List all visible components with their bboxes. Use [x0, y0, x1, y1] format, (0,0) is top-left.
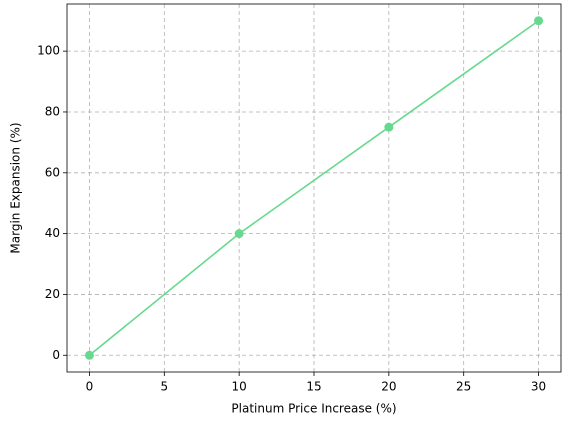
x-tick-label: 30 [531, 380, 546, 394]
y-tick-label: 0 [52, 348, 60, 362]
marker [384, 122, 394, 132]
line [88, 20, 540, 356]
y-tick-label: 20 [45, 287, 60, 301]
marker [84, 350, 94, 360]
x-tick-label: 25 [456, 380, 471, 394]
plot-frame [66, 3, 562, 373]
y-tick-label: 80 [45, 104, 60, 118]
x-tick-label: 5 [160, 380, 168, 394]
y-tick-label: 100 [37, 44, 60, 58]
y-tick-label: 60 [45, 165, 60, 179]
x-tick-label: 10 [232, 380, 247, 394]
y-tick-label: 40 [45, 226, 60, 240]
x-tick-label: 15 [306, 380, 321, 394]
marker [234, 229, 244, 239]
marker [534, 16, 544, 26]
x-tick-label: 20 [381, 380, 396, 394]
y-axis-label: Margin Expansion (%) [9, 122, 23, 253]
x-axis-label: Platinum Price Increase (%) [231, 402, 396, 416]
x-tick-label: 0 [86, 380, 94, 394]
